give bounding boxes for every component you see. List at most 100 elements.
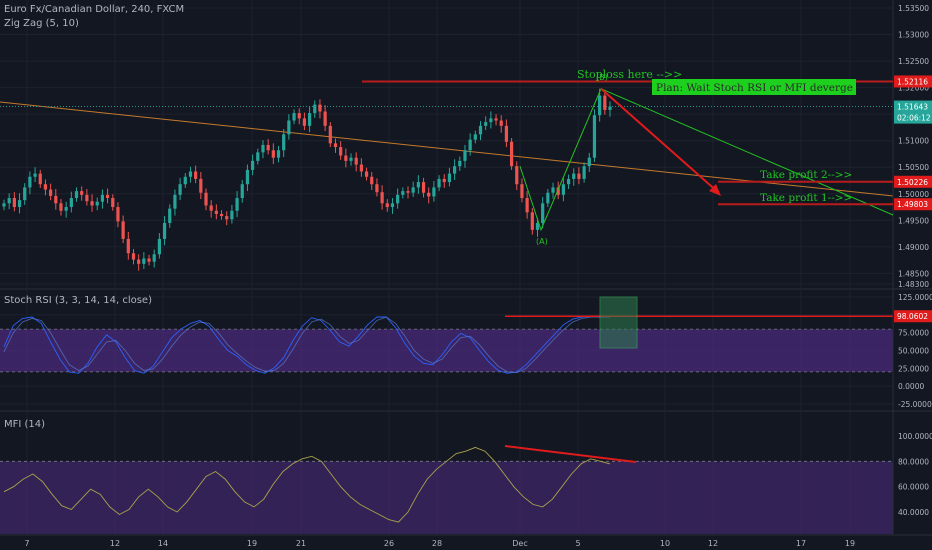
stoch-line-0 — [3, 315, 611, 374]
stoch-rsi-legend: Stoch RSI (3, 3, 14, 14, close) — [4, 295, 152, 306]
candle-body — [551, 187, 555, 193]
candle-body — [43, 184, 48, 190]
price-label-bg — [894, 100, 932, 113]
candle-body — [307, 113, 312, 126]
candle-body — [494, 118, 498, 121]
price-tick-label: 1.49000 — [898, 243, 929, 252]
candle-body — [2, 203, 6, 207]
price-tick-label: 1.53000 — [898, 31, 929, 40]
candle-body — [416, 182, 420, 188]
candle-body — [271, 150, 275, 158]
stoploss-annotation: Stoploss here -->> — [577, 68, 682, 81]
candle-body — [603, 95, 607, 110]
candle-body — [152, 254, 156, 262]
mfi-band — [0, 461, 893, 534]
time-axis[interactable]: 7 12 14 19 21 26 28 Dec 5 10 12 17 19 — [24, 539, 855, 548]
time-tick-label: 17 — [796, 539, 806, 548]
candle-body — [608, 106, 612, 110]
stoch-tick-label: 0.0000 — [898, 382, 924, 391]
candle-body — [49, 189, 53, 196]
candle-body — [432, 187, 436, 197]
candle-body — [515, 166, 519, 185]
candle-body — [23, 187, 27, 201]
mfi-divergence-line — [504, 445, 637, 463]
price-label-bg — [894, 175, 932, 188]
price-scale[interactable]: 1.535001.530001.525001.520001.515001.510… — [0, 0, 932, 536]
candle-body — [147, 258, 151, 262]
candle-body — [401, 191, 405, 195]
price-label: 1.50226 — [897, 178, 928, 187]
candle-body — [406, 191, 410, 193]
candle-body — [530, 212, 534, 230]
time-tick-label: 21 — [296, 539, 306, 548]
candle-body — [453, 166, 457, 174]
candle-body — [178, 184, 182, 195]
candle-body — [266, 144, 270, 151]
candle-body — [463, 150, 467, 161]
candle-body — [354, 157, 358, 165]
candle-body — [28, 176, 32, 188]
candle-body — [137, 259, 141, 264]
candle-body — [359, 164, 363, 172]
candle-body — [183, 176, 187, 185]
mfi-pane[interactable] — [0, 412, 893, 534]
price-tick-label: 1.50500 — [898, 163, 929, 172]
candle-body — [282, 134, 286, 151]
price-label-bg — [894, 75, 932, 88]
stoch-level-label: 98.0602 — [897, 312, 928, 321]
take-profit-2-annotation: Take profit 2-->> — [760, 169, 852, 181]
price-tick-label: 1.49500 — [898, 216, 929, 225]
candle-body — [592, 115, 597, 158]
candle-body — [313, 104, 317, 114]
stoch-line-1 — [3, 316, 610, 374]
zigzag-line — [519, 88, 602, 232]
candle-body — [80, 191, 84, 195]
candle-body — [504, 125, 509, 142]
candle-body — [525, 198, 529, 213]
candle-body — [364, 171, 369, 177]
candle-body — [344, 155, 348, 161]
stoch-rsi-pane[interactable] — [0, 290, 893, 410]
time-tick-label: 26 — [384, 539, 394, 548]
stoch-tick-label: 125.0000 — [898, 293, 932, 302]
candle-body — [142, 258, 146, 264]
candle-body — [292, 113, 296, 121]
price-pane[interactable] — [0, 0, 894, 288]
candle-body — [162, 222, 167, 239]
candle-body — [199, 178, 203, 193]
candle-body — [484, 122, 488, 126]
mfi-legend: MFI (14) — [4, 419, 46, 430]
candle-body — [582, 166, 586, 179]
mfi-tick-label: 60.0000 — [898, 483, 929, 492]
candle-body — [442, 178, 446, 183]
candle-body — [447, 173, 452, 183]
candle-body — [566, 178, 571, 185]
price-label-bg — [894, 198, 932, 211]
candle-body — [116, 207, 120, 222]
candle-body — [421, 182, 426, 193]
price-tick-label: 1.53500 — [898, 4, 929, 13]
candle-body — [287, 120, 291, 135]
time-tick-label: 12 — [708, 539, 718, 548]
candle-body — [473, 134, 477, 140]
candle-body — [370, 176, 374, 185]
mfi-tick-label: 100.0000 — [898, 432, 932, 441]
price-tick-label: 1.52500 — [898, 57, 929, 66]
price-label: 02:06:12 — [897, 114, 931, 123]
time-tick-label: 5 — [575, 539, 580, 548]
price-tick-label: 1.48300 — [898, 280, 929, 289]
candle-body — [173, 194, 177, 209]
plan-box — [652, 79, 856, 95]
candle-body — [251, 160, 255, 170]
candle-body — [598, 95, 602, 116]
candle-body — [111, 198, 115, 208]
candle-body — [121, 221, 125, 239]
candle-body — [256, 152, 260, 161]
price-label: 1.51643 — [897, 103, 928, 112]
projection-line-green — [600, 88, 894, 216]
point-a-label: (A) — [536, 237, 548, 246]
candle-body — [33, 173, 37, 177]
candle-body — [126, 238, 130, 254]
candle-body — [240, 184, 244, 199]
